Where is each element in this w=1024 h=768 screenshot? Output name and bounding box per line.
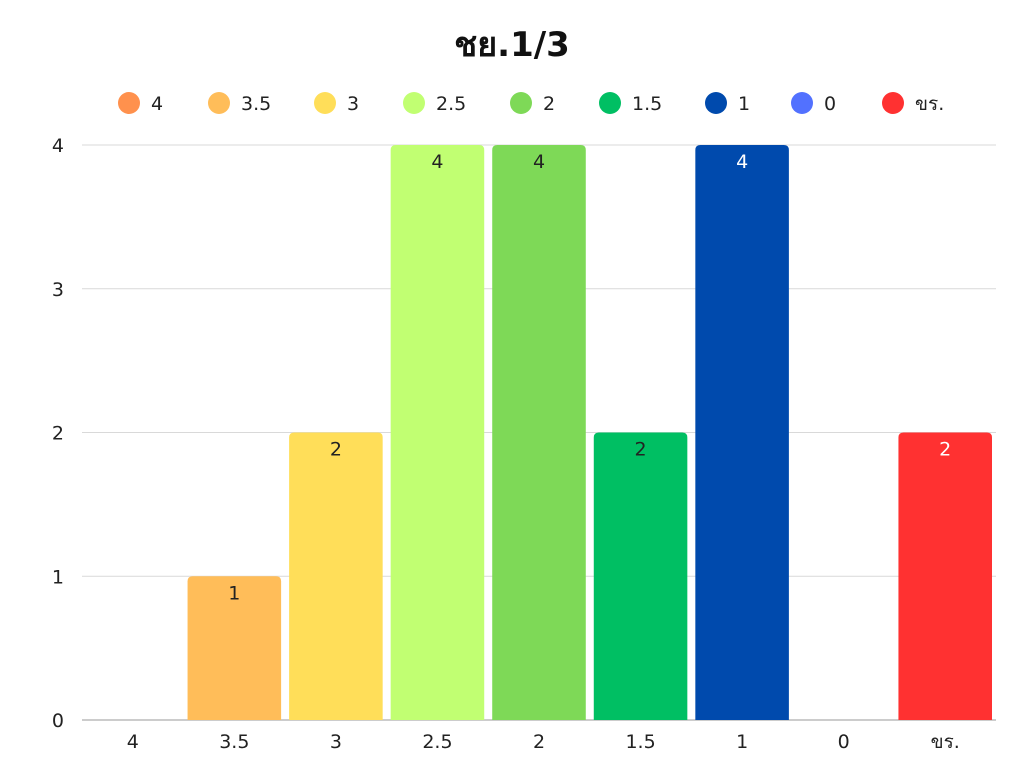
legend-swatch xyxy=(791,92,813,114)
bars xyxy=(187,145,992,720)
x-tick-label: 2 xyxy=(533,731,545,753)
bar-value-label: 4 xyxy=(736,151,748,173)
bar-value-label: 2 xyxy=(330,439,342,461)
legend-swatch xyxy=(599,92,621,114)
y-tick-label: 3 xyxy=(52,279,64,301)
legend-swatch xyxy=(208,92,230,114)
legend-label: 1.5 xyxy=(632,93,662,115)
bar xyxy=(898,432,992,720)
bar xyxy=(695,145,789,720)
chart-title: ชย.1/3 xyxy=(454,25,570,65)
bar xyxy=(390,145,485,720)
legend-swatch xyxy=(314,92,336,114)
y-tick-label: 0 xyxy=(52,710,64,732)
bar-value-label: 4 xyxy=(533,151,545,173)
y-tick-label: 2 xyxy=(52,423,64,445)
legend-swatch xyxy=(882,92,904,114)
x-tick-label: 3.5 xyxy=(219,731,249,753)
legend-label: 3.5 xyxy=(241,93,271,115)
bar xyxy=(492,145,586,720)
x-tick-label: 3 xyxy=(330,731,342,753)
bar-value-label: 2 xyxy=(635,439,647,461)
legend-swatch xyxy=(118,92,140,114)
bar xyxy=(289,432,383,720)
legend-label: 2 xyxy=(543,93,555,115)
legend-swatch xyxy=(705,92,727,114)
legend-label: 0 xyxy=(824,93,836,115)
y-tick-label: 1 xyxy=(52,566,64,588)
legend: 4 3.5 3 2.5 2 1.5 1 0 ขร. xyxy=(118,92,944,115)
x-tick-label: 2.5 xyxy=(422,731,452,753)
bar xyxy=(187,576,282,720)
x-axis-ticks: 4 3.5 3 2.5 2 1.5 1 0 ขร. xyxy=(127,731,960,753)
bar-value-label: 4 xyxy=(431,151,443,173)
legend-label: ขร. xyxy=(915,93,944,115)
legend-label: 2.5 xyxy=(436,93,466,115)
bar-value-label: 2 xyxy=(939,439,951,461)
legend-label: 4 xyxy=(151,93,163,115)
legend-label: 3 xyxy=(347,93,359,115)
x-tick-label: ขร. xyxy=(931,731,960,753)
x-tick-label: 1.5 xyxy=(625,731,655,753)
x-tick-label: 1 xyxy=(736,731,748,753)
y-tick-label: 4 xyxy=(52,135,64,157)
x-tick-label: 0 xyxy=(838,731,850,753)
legend-swatch xyxy=(510,92,532,114)
bar-labels: 1 2 4 4 2 4 2 xyxy=(228,151,951,604)
legend-swatch xyxy=(403,92,425,114)
legend-label: 1 xyxy=(738,93,750,115)
x-tick-label: 4 xyxy=(127,731,139,753)
bar-value-label: 1 xyxy=(228,582,240,604)
bar xyxy=(593,432,688,720)
y-axis-ticks: 0 1 2 3 4 xyxy=(52,135,64,732)
